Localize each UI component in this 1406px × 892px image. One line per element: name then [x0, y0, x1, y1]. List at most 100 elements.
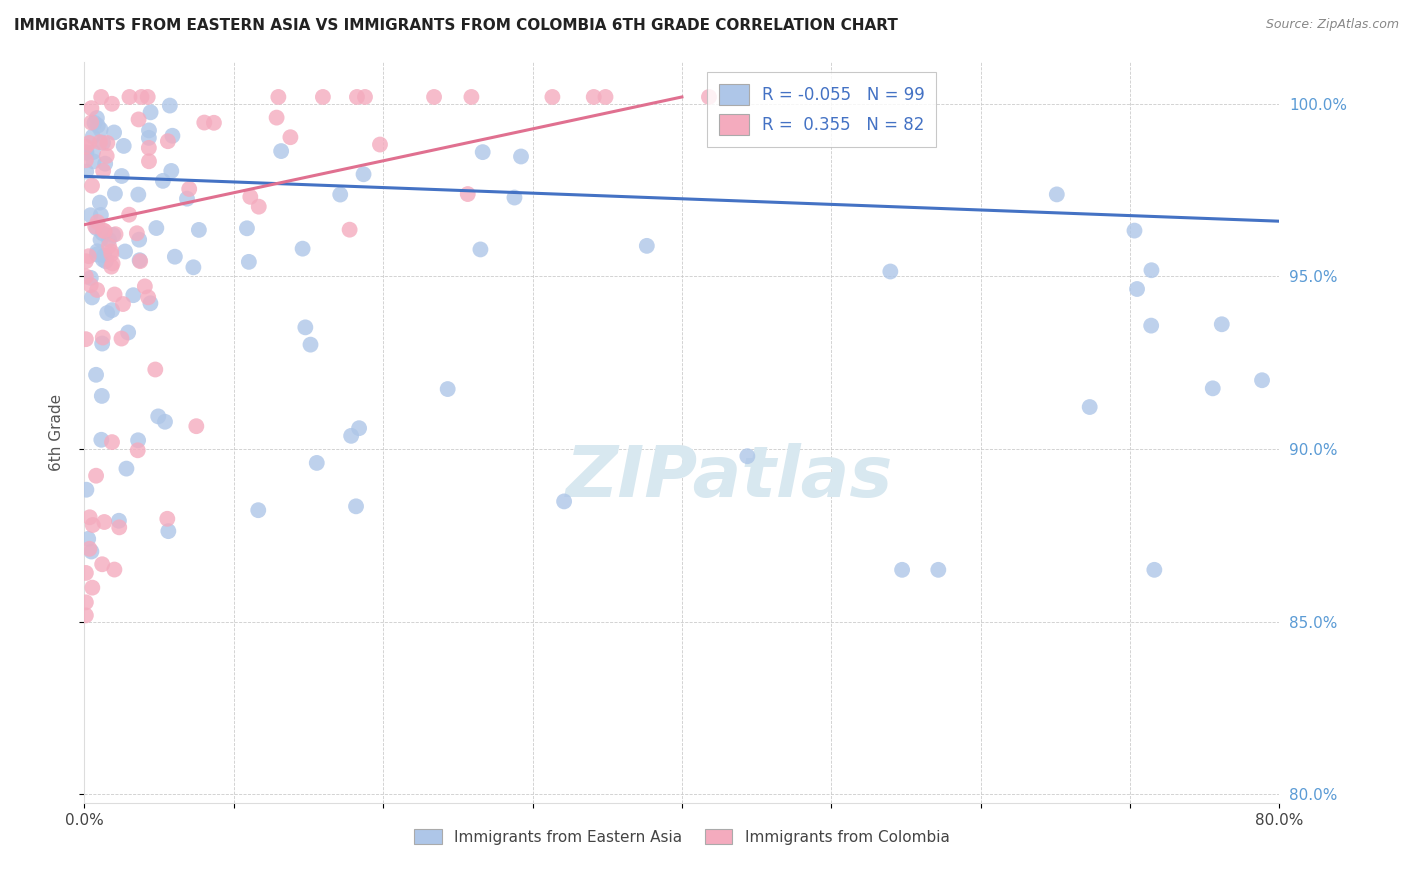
- Point: [98, 233, 121, 247]
- Point: [82, 129, 104, 144]
- Point: [136, 90, 159, 104]
- Point: [1251, 373, 1274, 387]
- Point: [122, 288, 145, 302]
- Point: [79, 541, 101, 556]
- Point: [1046, 187, 1069, 202]
- Point: [891, 563, 914, 577]
- Point: [138, 123, 160, 137]
- Point: [131, 90, 153, 104]
- Point: [157, 524, 180, 538]
- Point: [541, 90, 564, 104]
- Point: [84, 468, 107, 483]
- Point: [436, 382, 458, 396]
- Point: [94, 224, 117, 238]
- Point: [582, 90, 605, 104]
- Point: [187, 223, 209, 237]
- Point: [156, 512, 179, 526]
- Point: [80, 544, 103, 558]
- Point: [90, 208, 112, 222]
- Point: [186, 419, 208, 434]
- Point: [96, 149, 118, 163]
- Point: [143, 362, 166, 376]
- Point: [368, 137, 391, 152]
- Point: [103, 287, 125, 301]
- Point: [1140, 263, 1163, 277]
- Text: Source: ZipAtlas.com: Source: ZipAtlas.com: [1265, 18, 1399, 31]
- Point: [236, 221, 259, 235]
- Point: [312, 90, 335, 104]
- Point: [553, 494, 575, 508]
- Point: [114, 244, 136, 259]
- Point: [104, 227, 127, 242]
- Point: [160, 164, 183, 178]
- Point: [329, 187, 352, 202]
- Point: [75, 153, 97, 168]
- Point: [75, 566, 97, 580]
- Point: [176, 192, 198, 206]
- Point: [470, 243, 492, 257]
- Point: [83, 116, 105, 130]
- Point: [115, 461, 138, 475]
- Point: [270, 144, 292, 158]
- Point: [101, 303, 124, 318]
- Point: [86, 215, 108, 229]
- Point: [77, 532, 100, 546]
- Point: [79, 208, 101, 222]
- Point: [128, 233, 150, 247]
- Point: [91, 330, 114, 344]
- Point: [238, 255, 260, 269]
- Point: [101, 96, 124, 111]
- Point: [91, 136, 114, 150]
- Point: [1078, 400, 1101, 414]
- Point: [77, 249, 100, 263]
- Point: [183, 260, 205, 275]
- Point: [460, 90, 482, 104]
- Point: [156, 134, 179, 148]
- Point: [267, 90, 290, 104]
- Y-axis label: 6th Grade: 6th Grade: [49, 394, 63, 471]
- Point: [247, 200, 270, 214]
- Point: [108, 514, 131, 528]
- Point: [94, 254, 117, 268]
- Point: [84, 219, 107, 234]
- Point: [457, 187, 479, 202]
- Point: [86, 111, 108, 125]
- Point: [266, 111, 288, 125]
- Point: [134, 279, 156, 293]
- Point: [291, 242, 314, 256]
- Point: [340, 429, 363, 443]
- Point: [730, 90, 752, 104]
- Point: [503, 190, 526, 204]
- Point: [100, 247, 122, 261]
- Point: [127, 434, 149, 448]
- Point: [91, 336, 114, 351]
- Point: [100, 260, 122, 274]
- Point: [1143, 563, 1166, 577]
- Point: [152, 174, 174, 188]
- Point: [86, 244, 108, 259]
- Point: [90, 90, 112, 104]
- Point: [96, 306, 118, 320]
- Point: [162, 128, 184, 143]
- Point: [80, 271, 103, 285]
- Point: [86, 247, 108, 261]
- Point: [98, 239, 121, 253]
- Point: [129, 254, 152, 268]
- Point: [75, 145, 97, 160]
- Point: [697, 90, 720, 104]
- Point: [737, 449, 759, 463]
- Point: [163, 250, 186, 264]
- Point: [80, 101, 103, 115]
- Point: [89, 195, 111, 210]
- Point: [153, 415, 176, 429]
- Point: [82, 581, 104, 595]
- Point: [179, 182, 201, 196]
- Point: [75, 164, 97, 178]
- Point: [94, 156, 117, 170]
- Point: [118, 208, 141, 222]
- Point: [128, 112, 150, 127]
- Point: [91, 558, 114, 572]
- Point: [117, 326, 139, 340]
- Point: [128, 253, 150, 268]
- Point: [111, 169, 134, 183]
